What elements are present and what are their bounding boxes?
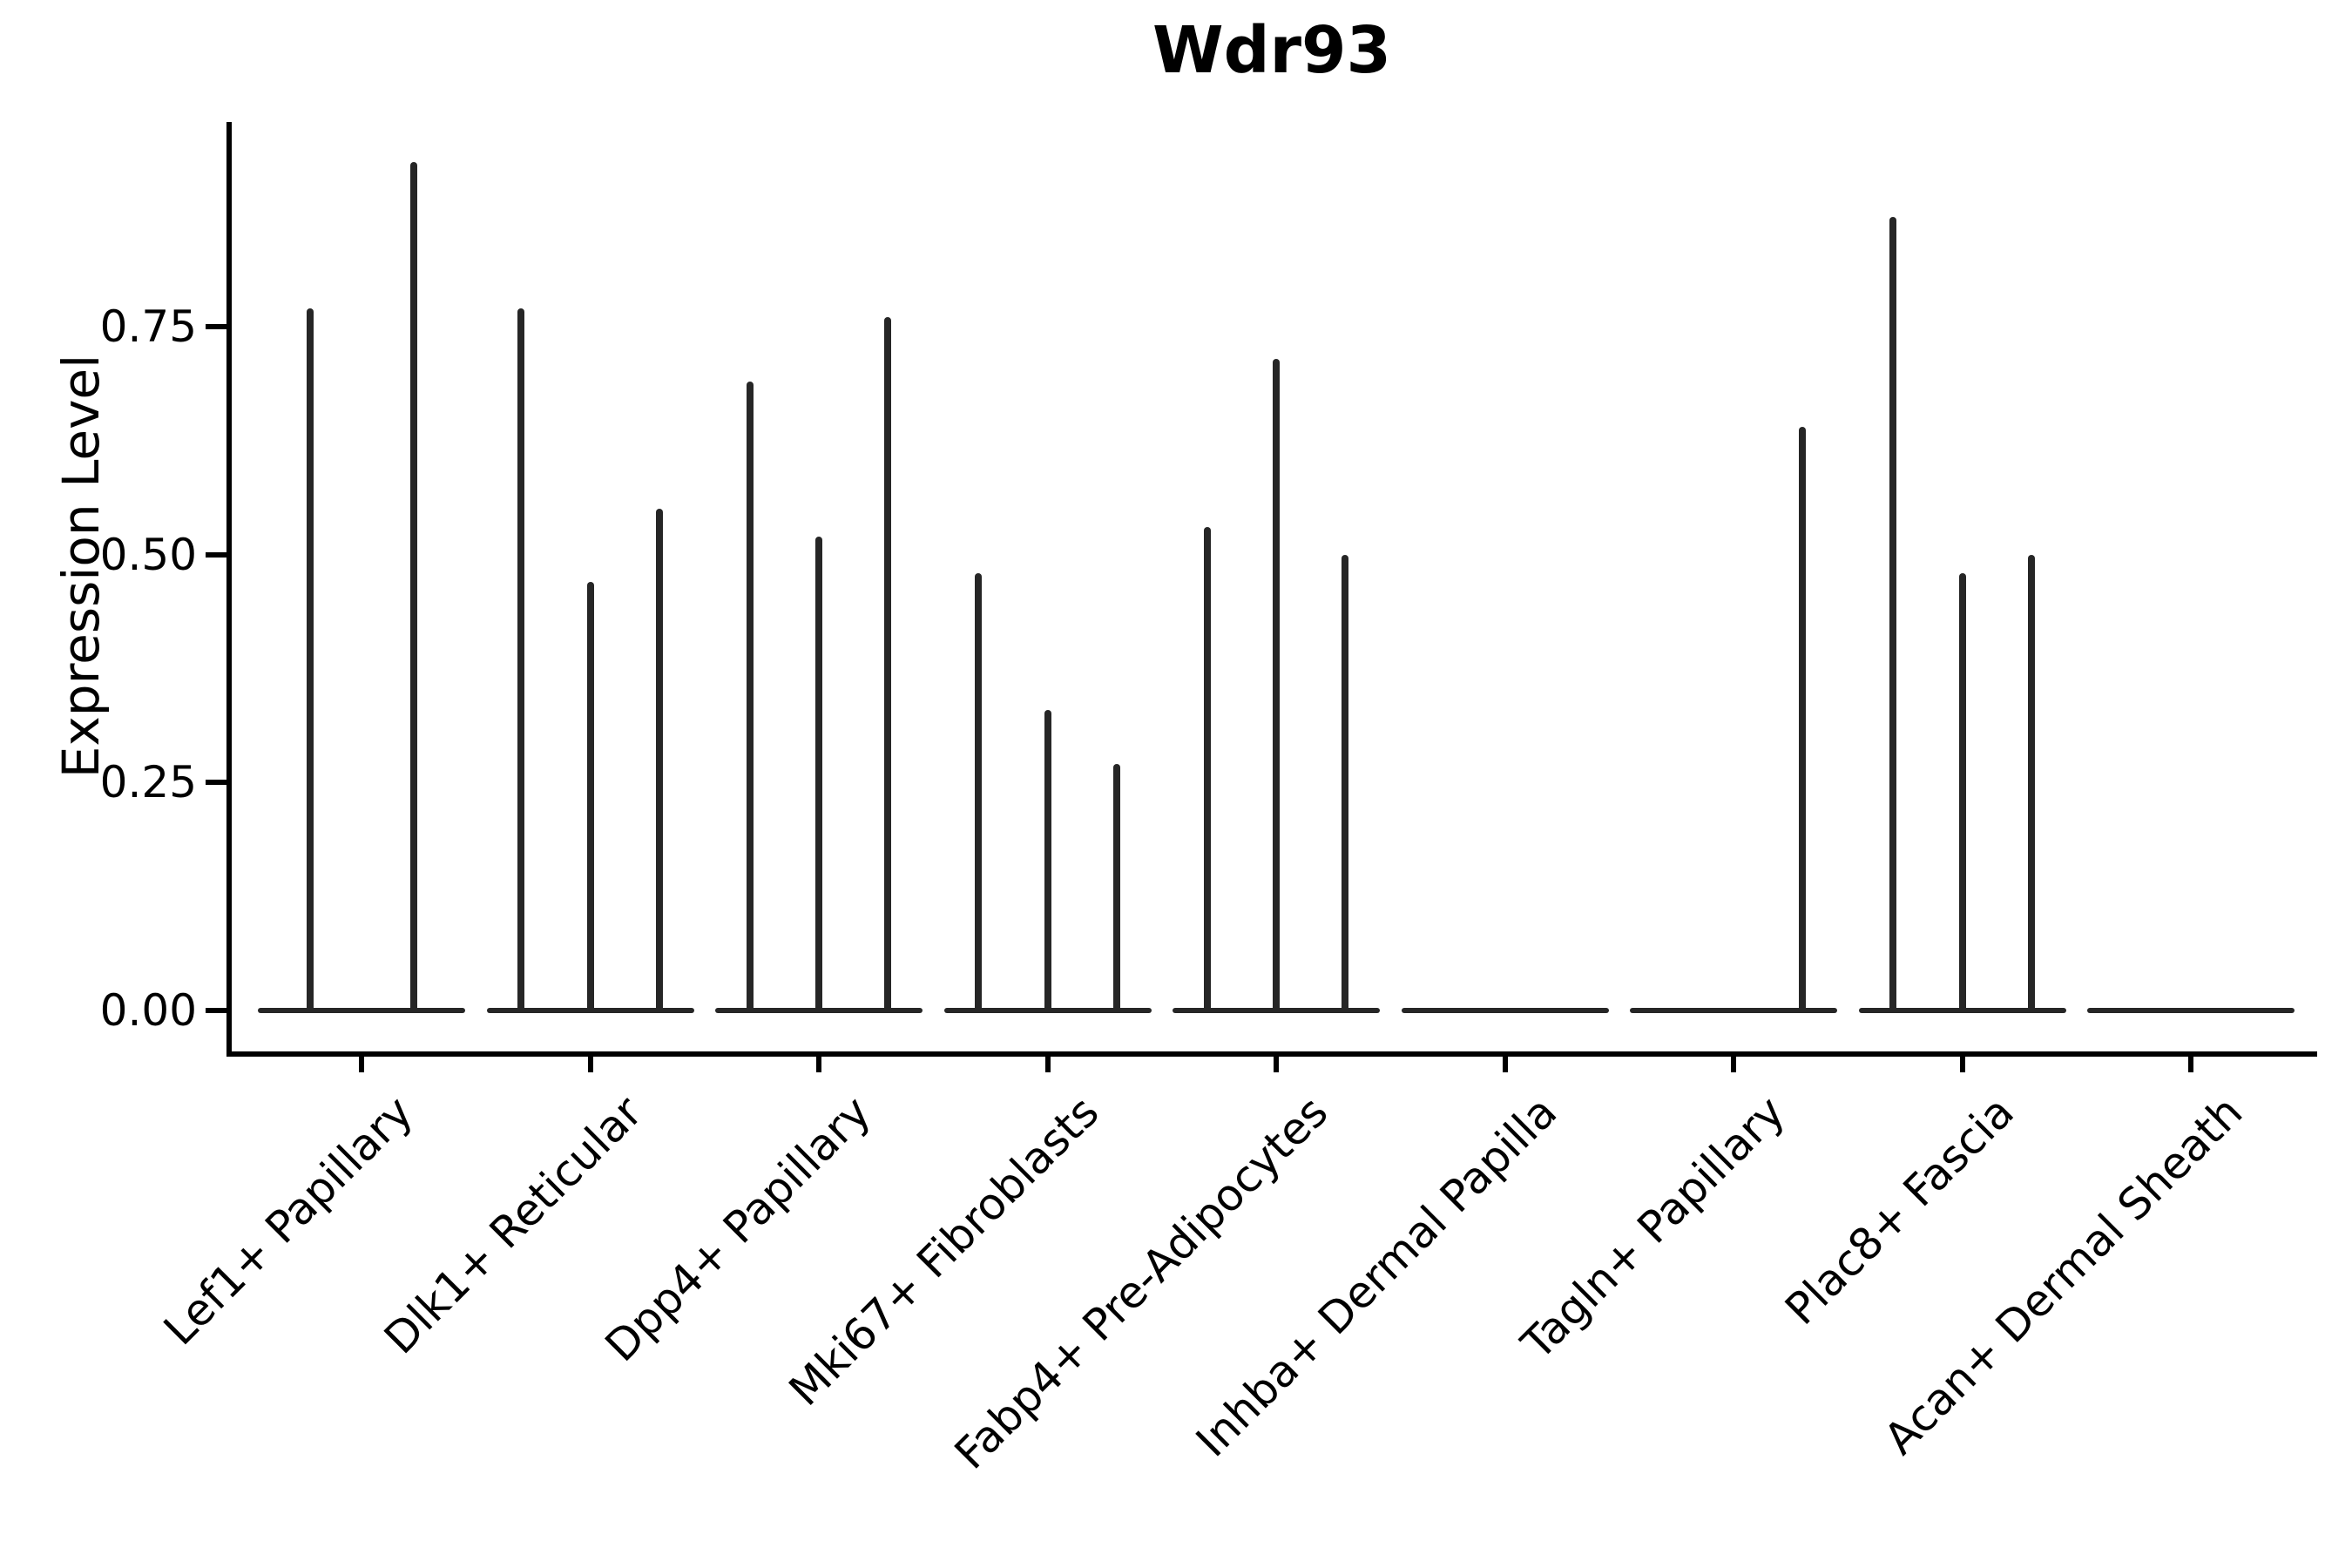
x-tick-mark	[587, 1057, 593, 1072]
y-tick-mark	[206, 780, 226, 786]
violin-spike	[586, 582, 594, 1013]
x-tick-mark	[1502, 1057, 1508, 1072]
x-tick-mark	[359, 1057, 364, 1072]
y-tick-label: 0.50	[99, 529, 197, 580]
x-tick-mark	[1959, 1057, 1965, 1072]
x-tick-label: Plac8+ Fascia	[1775, 1086, 2024, 1335]
violin-base	[1401, 1008, 1609, 1013]
violin-spike	[655, 509, 663, 1013]
violin-spike	[815, 536, 822, 1013]
violin-base	[258, 1008, 465, 1013]
violin-spike	[306, 308, 314, 1013]
violin-base	[1630, 1008, 1837, 1013]
violin-spike	[1342, 554, 1349, 1013]
violin-spike	[1958, 572, 1966, 1013]
x-tick-mark	[1731, 1057, 1736, 1072]
violin-spike	[746, 381, 754, 1013]
x-tick-label: Fabp4+ Pre-Adipocytes	[944, 1086, 1338, 1479]
plot-title: Wdr93	[1152, 13, 1392, 88]
violin-base	[2087, 1008, 2295, 1013]
x-tick-mark	[1274, 1057, 1279, 1072]
violin-spike	[2027, 554, 2035, 1013]
y-tick-label: 0.25	[99, 757, 197, 808]
x-tick-mark	[1044, 1057, 1051, 1072]
y-axis-spine	[226, 122, 232, 1057]
y-tick-label: 0.00	[99, 985, 197, 1036]
y-tick-mark	[206, 1008, 226, 1013]
x-tick-mark	[816, 1057, 821, 1072]
violin-spike	[517, 308, 525, 1013]
x-tick-mark	[2188, 1057, 2193, 1072]
violin-spike	[1203, 527, 1211, 1013]
y-tick-mark	[206, 323, 226, 329]
y-tick-label: 0.75	[99, 301, 197, 352]
violin-spike	[1044, 709, 1051, 1013]
x-tick-label: Lef1+ Papillary	[154, 1086, 423, 1355]
violin-spike	[1273, 358, 1280, 1013]
violin-spike	[1889, 217, 1897, 1013]
x-axis-spine	[226, 1051, 2317, 1057]
violin-spike	[884, 317, 892, 1013]
violin-spike	[975, 572, 983, 1013]
violin-spike	[409, 162, 417, 1013]
y-tick-mark	[206, 551, 226, 558]
violin-spike	[1112, 764, 1120, 1013]
violin-spike	[1799, 427, 1807, 1013]
